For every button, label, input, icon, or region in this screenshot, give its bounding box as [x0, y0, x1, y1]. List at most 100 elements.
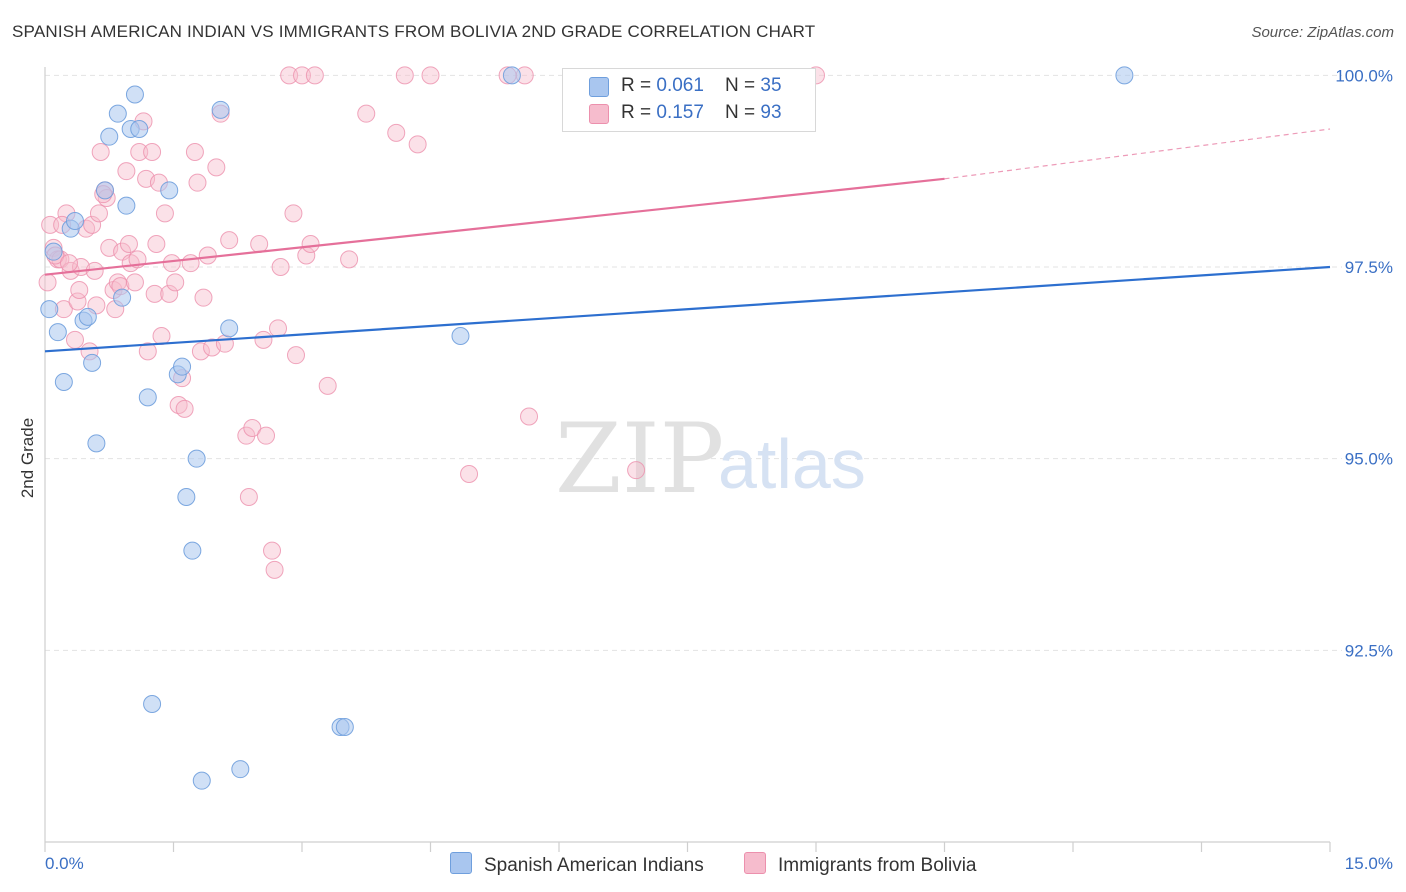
data-point-bolivia [145, 284, 164, 303]
x-tick-label: 0.0% [45, 854, 84, 873]
data-point-spanish-american-indian [130, 120, 149, 138]
legend-item-immigrants-from-bolivia: Immigrants from Bolivia [744, 852, 977, 877]
data-point-bolivia [175, 399, 194, 418]
data-point-bolivia [59, 254, 78, 273]
series-spanish-american-indians [40, 66, 1134, 790]
data-point-spanish-american-indian [231, 760, 250, 779]
y-axis-label: 2nd Grade [18, 418, 37, 498]
data-point-spanish-american-indian [143, 695, 162, 713]
source-label: Source: ZipAtlas.com [1251, 24, 1394, 41]
data-point-bolivia [284, 204, 303, 223]
data-point-spanish-american-indian [117, 196, 136, 215]
data-point-bolivia [38, 273, 57, 292]
data-point-bolivia [188, 173, 207, 192]
data-point-spanish-american-indian [95, 181, 114, 200]
data-point-spanish-american-indian [65, 212, 84, 230]
data-point-bolivia [207, 158, 226, 177]
data-point-bolivia [160, 284, 179, 303]
y-tick-label: 100.0% [1335, 66, 1393, 85]
legend-swatch-pink [589, 104, 609, 124]
data-point-bolivia [340, 250, 359, 269]
data-point-bolivia [181, 254, 200, 273]
data-point-bolivia [263, 541, 282, 560]
y-tick-label: 95.0% [1345, 450, 1393, 469]
data-point-bolivia [119, 235, 138, 253]
data-point-bolivia [408, 135, 427, 154]
watermark-zip: ZIP [555, 403, 724, 515]
legend-swatch-blue [450, 852, 472, 874]
data-point-bolivia [68, 292, 87, 311]
data-point-spanish-american-indian [502, 66, 521, 85]
watermark-atlas: atlas [718, 425, 866, 503]
data-point-bolivia [125, 273, 144, 292]
data-point-bolivia [460, 465, 479, 483]
data-point-spanish-american-indian [54, 373, 73, 391]
data-point-bolivia [89, 204, 108, 223]
data-point-bolivia [395, 66, 414, 85]
data-point-spanish-american-indian [183, 541, 202, 560]
data-point-spanish-american-indian [220, 319, 239, 338]
trend-line-extension [944, 128, 1331, 180]
data-point-bolivia [305, 66, 324, 85]
data-point-spanish-american-indian [113, 288, 132, 307]
data-point-bolivia [280, 66, 299, 85]
legend-item-spanish-american-indians: Spanish American Indians [450, 852, 704, 877]
data-point-bolivia [117, 162, 136, 181]
data-point-bolivia [257, 426, 276, 445]
data-point-spanish-american-indian [160, 181, 179, 200]
data-point-spanish-american-indian [1115, 66, 1134, 85]
data-point-bolivia [138, 342, 157, 361]
legend-r-value: 0.061 [656, 75, 704, 96]
y-tick-label: 92.5% [1345, 641, 1393, 660]
legend-n-value: 93 [760, 102, 782, 123]
data-point-bolivia [627, 461, 646, 480]
data-point-spanish-american-indian [173, 357, 192, 376]
data-point-bolivia [130, 143, 149, 161]
legend-swatch-pink [744, 852, 766, 874]
data-point-spanish-american-indian [100, 127, 119, 146]
legend-r-label: R = [621, 75, 657, 96]
x-tick-label: 15.0% [1345, 854, 1393, 873]
data-point-bolivia [143, 143, 162, 161]
data-point-bolivia [220, 231, 239, 250]
data-point-spanish-american-indian [335, 718, 354, 736]
chart-title: SPANISH AMERICAN INDIAN VS IMMIGRANTS FR… [12, 22, 816, 41]
data-point-bolivia [185, 143, 204, 161]
trend-line-spanish-american-indians [44, 265, 1331, 353]
data-point-spanish-american-indian [211, 100, 230, 119]
data-point-bolivia [65, 330, 84, 349]
legend-r-label: R = [621, 102, 657, 123]
data-point-spanish-american-indian [83, 353, 102, 372]
trend-line-immigrants-from-bolivia [44, 177, 945, 276]
trend-lines [44, 128, 1331, 353]
data-point-spanish-american-indian [108, 104, 127, 123]
data-point-bolivia [147, 235, 166, 253]
data-point-bolivia [152, 327, 171, 345]
legend-row-immigrants-from-bolivia: R = 0.157 N = 93 [563, 100, 815, 126]
data-point-bolivia [271, 258, 290, 276]
data-point-bolivia [166, 273, 185, 292]
data-point-spanish-american-indian [451, 327, 470, 345]
data-point-bolivia [387, 123, 406, 142]
gridlines [45, 74, 1342, 651]
data-point-bolivia [301, 235, 320, 253]
data-point-bolivia [421, 66, 440, 85]
data-point-spanish-american-indian [44, 242, 63, 261]
legend-row-spanish-american-indians: R = 0.061 N = 35 [563, 73, 815, 99]
legend-n-label: N = [725, 75, 761, 96]
data-point-spanish-american-indian [87, 434, 106, 453]
data-point-spanish-american-indian [40, 300, 59, 319]
correlation-legend: R = 0.061 N = 35 R = 0.157 N = 93 [562, 68, 816, 132]
data-point-bolivia [162, 254, 181, 273]
data-point-spanish-american-indian [138, 388, 157, 407]
data-point-bolivia [318, 376, 337, 395]
legend-swatch-blue [589, 77, 609, 97]
legend-n-value: 35 [760, 75, 782, 96]
data-point-bolivia [155, 204, 174, 223]
watermark: ZIP atlas [555, 403, 866, 515]
data-point-spanish-american-indian [48, 323, 67, 342]
data-point-bolivia [215, 334, 234, 353]
y-tick-label: 97.5% [1345, 258, 1393, 277]
data-point-bolivia [265, 560, 284, 579]
data-point-spanish-american-indian [125, 85, 144, 104]
